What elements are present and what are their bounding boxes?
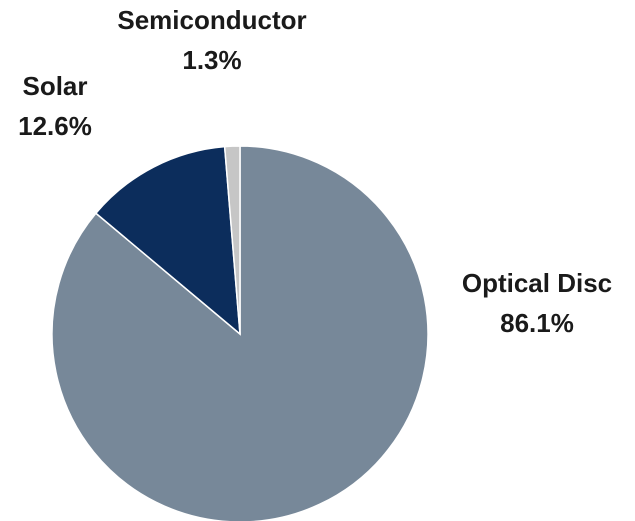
pie-slice xyxy=(94,145,241,336)
slice-value-label: 1.3% xyxy=(182,45,241,75)
slice-label: Solar xyxy=(22,71,87,101)
pie-slice xyxy=(223,145,241,335)
slice-value-label: 86.1% xyxy=(500,308,574,338)
slice-value-label: 12.6% xyxy=(18,111,92,141)
slice-label: Semiconductor xyxy=(117,5,306,35)
slice-label: Optical Disc xyxy=(462,268,612,298)
